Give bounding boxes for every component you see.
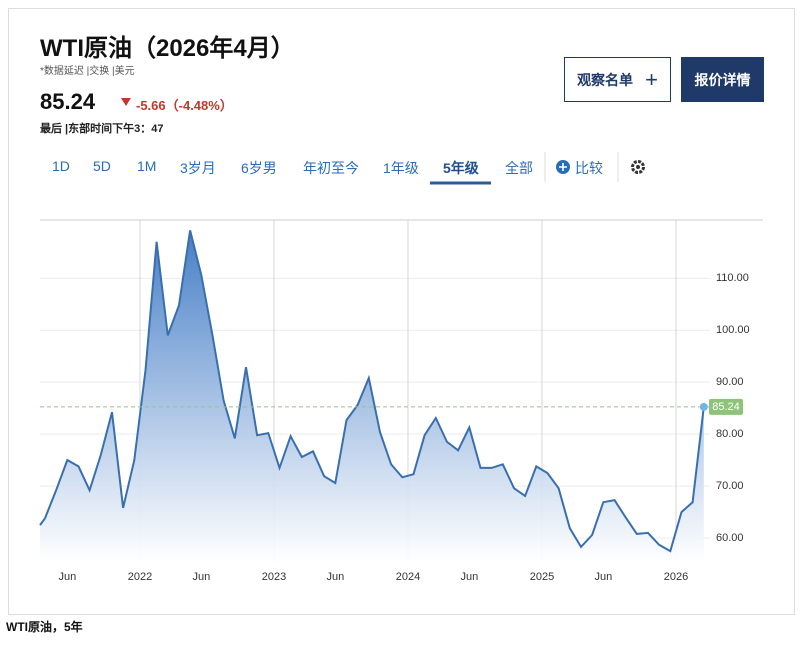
x-tick-label: 2023 (262, 571, 286, 583)
watchlist-button[interactable]: 观察名单 + (564, 57, 671, 102)
y-tick-label: 100.00 (716, 324, 750, 336)
tab[interactable]: 6岁男 (241, 160, 277, 176)
tab[interactable]: 全部 (505, 160, 533, 176)
tab[interactable]: 5D (93, 158, 111, 174)
x-tick-label: Jun (192, 571, 210, 583)
last-point (699, 402, 708, 411)
last-value-label: 85.24 (712, 401, 740, 413)
tab[interactable]: 年初至今 (303, 160, 359, 176)
quote-button[interactable]: 报价详情 (681, 57, 764, 102)
compare-icon[interactable] (556, 160, 570, 174)
tab[interactable]: 1D (52, 158, 70, 174)
y-tick-label: 60.00 (716, 532, 744, 544)
tab[interactable]: 1M (137, 158, 157, 174)
x-tick-label: Jun (594, 571, 612, 583)
compare[interactable]: 比较 (575, 160, 603, 176)
settings-icon[interactable] (631, 160, 645, 174)
x-tick-label: 2025 (530, 571, 554, 583)
y-tick-label: 80.00 (716, 428, 744, 440)
x-tick-label: 2024 (396, 571, 420, 583)
down-arrow (121, 98, 131, 106)
y-tick-label: 70.00 (716, 480, 744, 492)
tab[interactable]: 1年级 (383, 160, 419, 176)
x-tick-label: Jun (58, 571, 76, 583)
line (39, 230, 705, 553)
x-tick-label: Jun (460, 571, 478, 583)
tab[interactable]: 5年级 (443, 160, 479, 176)
tab[interactable]: 3岁月 (180, 160, 216, 176)
frame (8, 8, 795, 615)
last-update: 最后 |东部时间下午3：47 (40, 123, 164, 135)
y-tick-label: 110.00 (716, 272, 749, 284)
title: WTI原油（2026年4月） (40, 35, 295, 62)
y-tick-label: 90.00 (716, 376, 744, 388)
price: 85.24 (40, 89, 96, 114)
x-tick-label: 2026 (664, 571, 688, 583)
change: -5.66（-4.48%） (136, 98, 233, 113)
caption: WTI原油，5年 (6, 619, 83, 634)
x-tick-label: 2022 (128, 571, 152, 583)
last-value-badge (709, 398, 743, 415)
watchlist-label: 观察名单 (577, 71, 634, 88)
x-tick-label: Jun (326, 571, 344, 583)
subtitle: *数据延迟 |交换 |美元 (40, 66, 135, 77)
plus-icon: + (645, 66, 658, 92)
